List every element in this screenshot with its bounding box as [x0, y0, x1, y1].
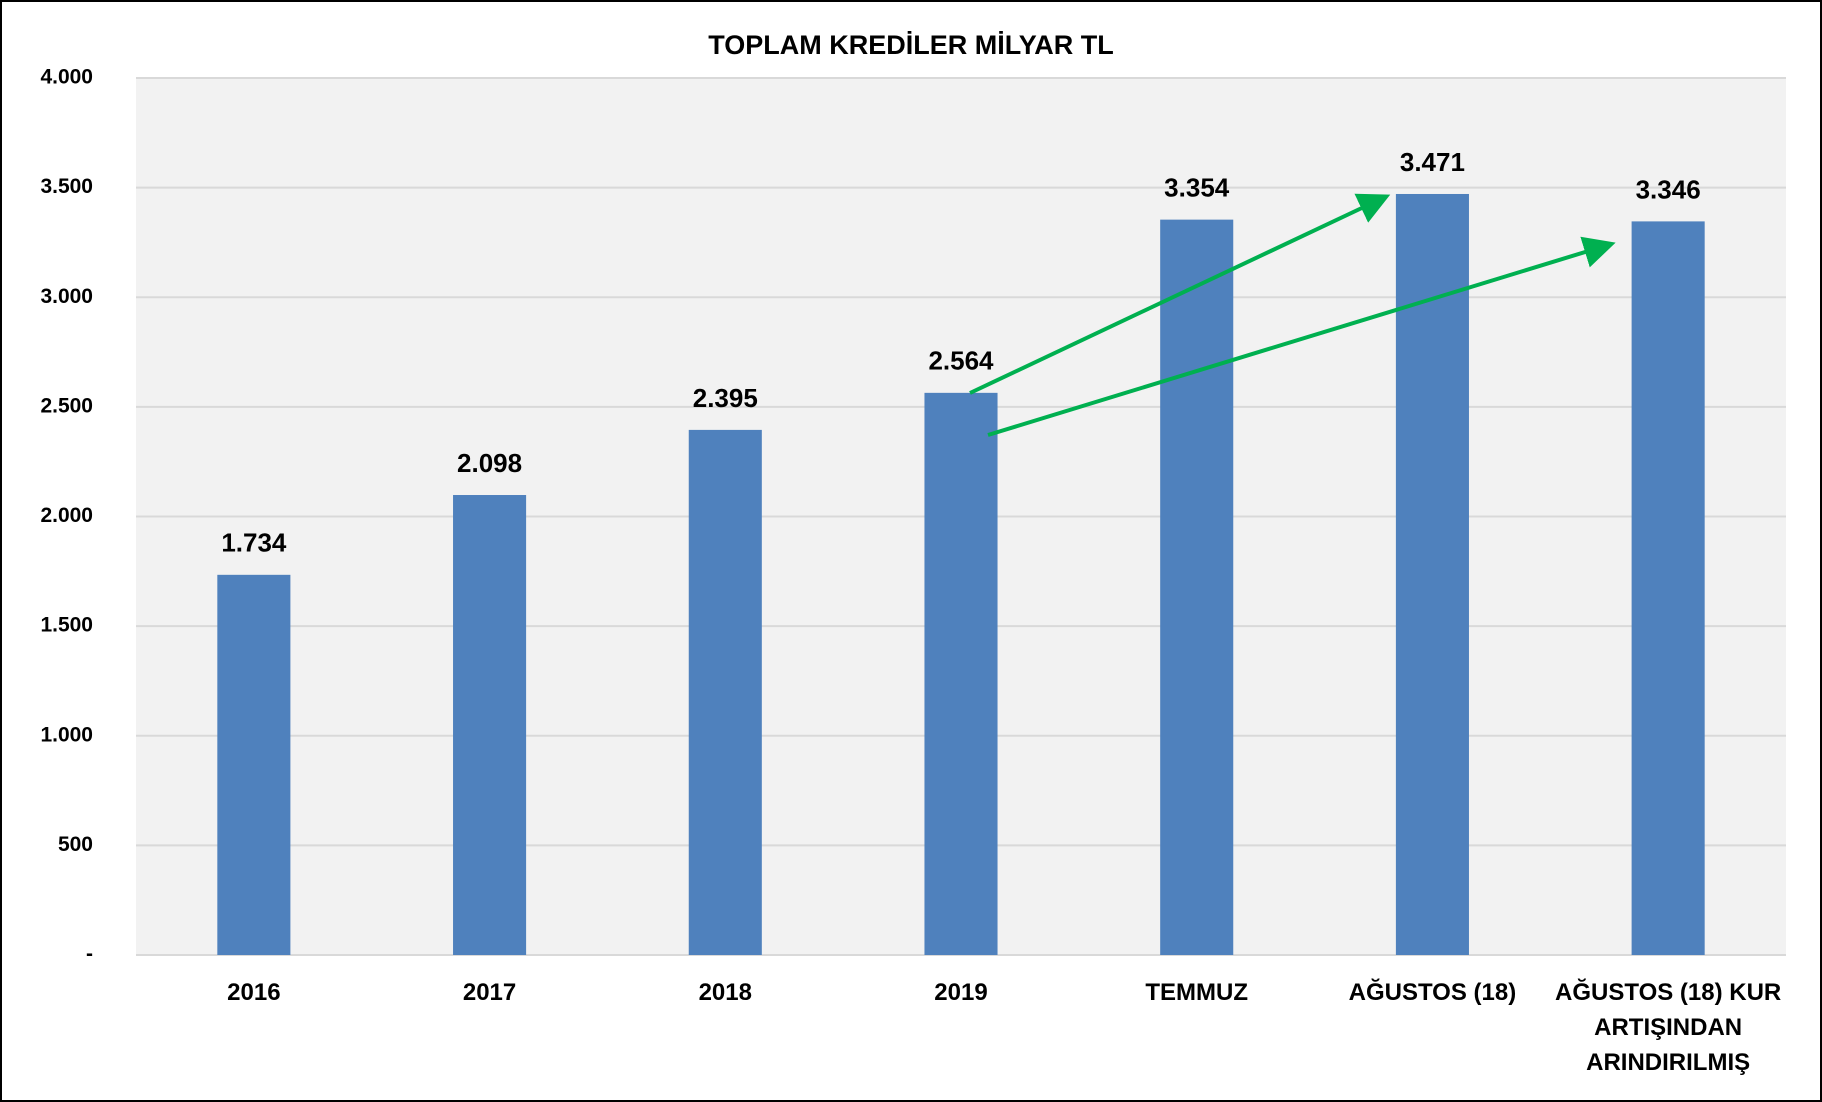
x-tick-label: 2017 [462, 979, 517, 1006]
bar [924, 392, 998, 955]
y-tick-label: - [86, 943, 93, 966]
bar [1160, 219, 1234, 955]
y-tick-label: 1.000 [40, 723, 93, 746]
x-tick-label: AĞUSTOS (18) KUR ARTIŞINDAN ARINDIRILMIŞ [1555, 979, 1782, 1076]
chart-title: TOPLAM KREDİLER MİLYAR TL [708, 30, 1114, 60]
x-tick-label: 2019 [934, 979, 988, 1006]
value-label: 3.471 [1400, 147, 1465, 177]
arrow [987, 236, 1616, 437]
y-tick-label: 2.500 [40, 394, 93, 417]
bar [453, 495, 527, 955]
value-label: 2.564 [928, 346, 994, 376]
y-tick-label: 3.500 [40, 175, 93, 198]
x-tick-label: AĞUSTOS (18) [1348, 979, 1517, 1006]
bar [217, 574, 291, 955]
x-tick-label: TEMMUZ [1145, 979, 1249, 1006]
bar [688, 429, 762, 955]
y-tick-label: 2.000 [40, 504, 93, 527]
y-tick-label: 500 [58, 833, 93, 856]
value-label: 2.098 [457, 448, 522, 478]
x-tick-label: 2016 [227, 979, 281, 1006]
value-label: 3.346 [1636, 174, 1701, 204]
value-label: 1.734 [221, 528, 287, 558]
y-tick-label: 4.000 [40, 66, 93, 89]
bar [1631, 221, 1705, 955]
x-tick-label: 2018 [698, 979, 752, 1006]
y-tick-label: 1.500 [40, 614, 93, 637]
value-label: 3.354 [1164, 173, 1230, 203]
arrows [969, 193, 1616, 437]
arrow [969, 193, 1391, 395]
bar [1395, 193, 1469, 955]
y-tick-label: 3.000 [40, 285, 93, 308]
value-label: 2.395 [693, 383, 758, 413]
